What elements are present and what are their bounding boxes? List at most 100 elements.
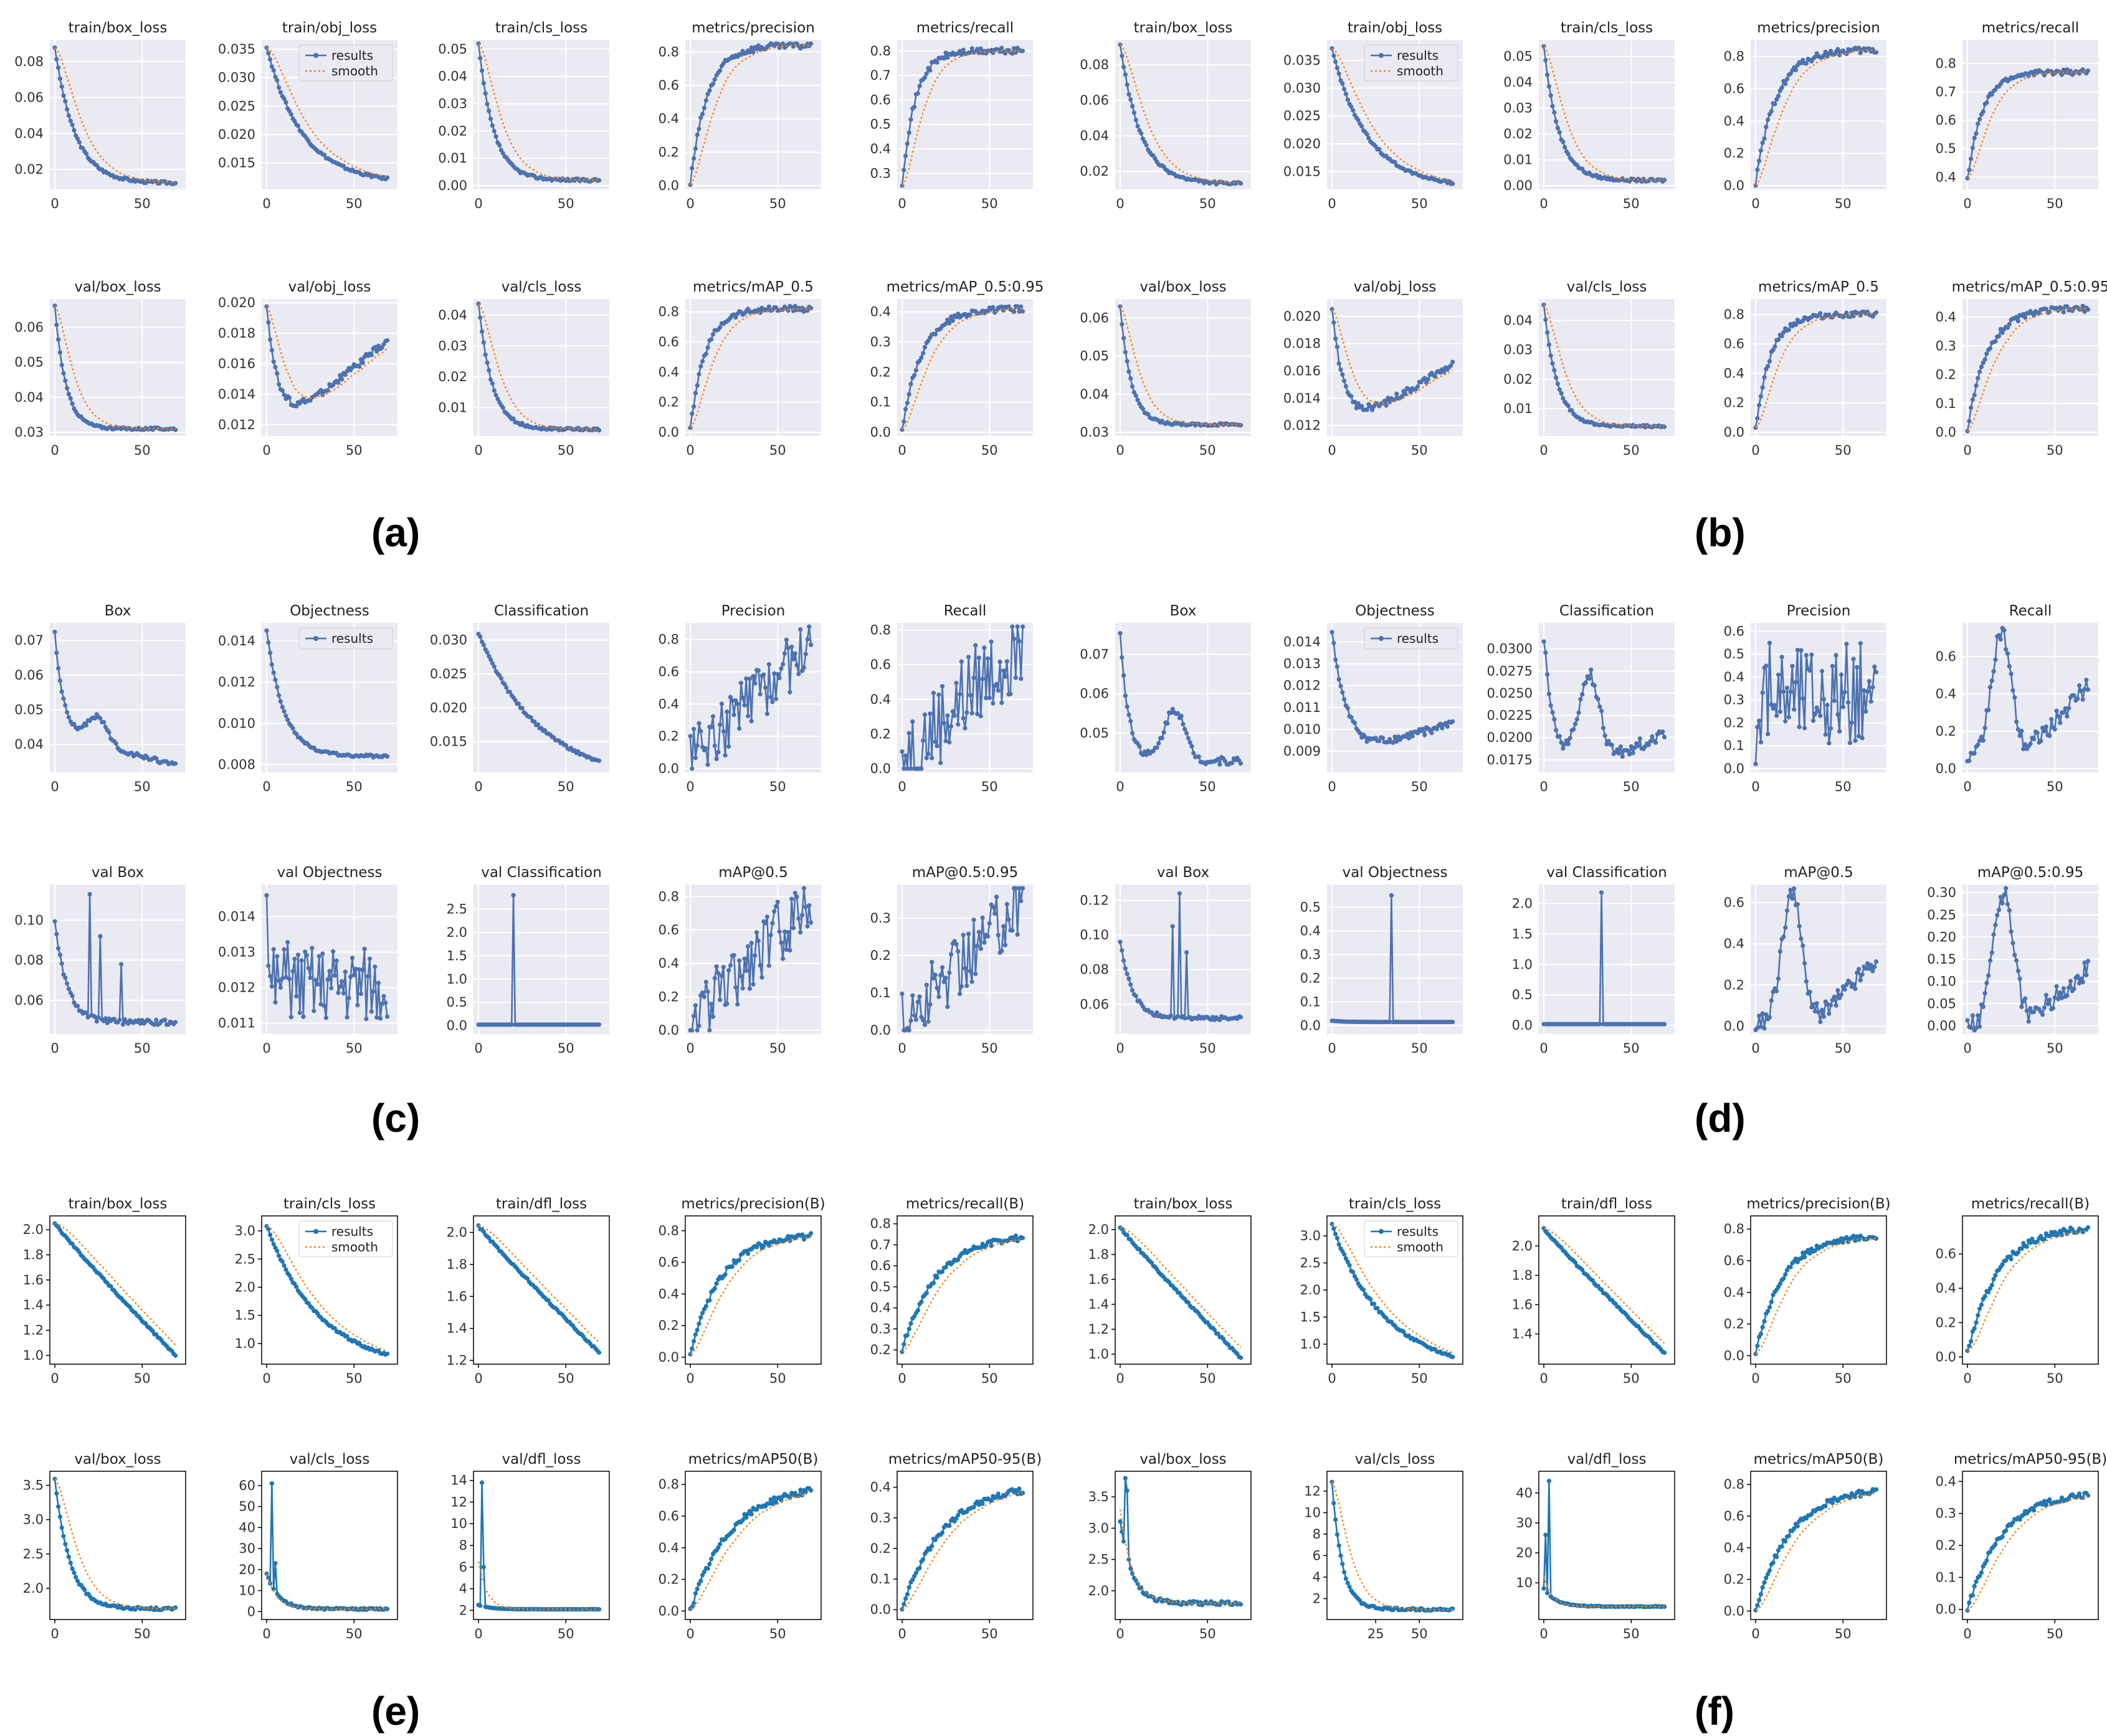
data-point [1123,966,1128,970]
data-point [277,382,281,386]
data-point [1766,732,1770,736]
y-tick-label: 0.0275 [1487,663,1533,678]
y-tick-label: 0.04 [14,126,44,141]
data-point [807,903,811,908]
data-point [1986,974,1990,978]
data-point [715,1281,719,1286]
data-point [726,744,731,749]
data-point [1767,1015,1772,1020]
data-point [1762,1026,1766,1030]
data-point [718,325,722,330]
data-point [709,1557,713,1561]
data-point [779,941,783,945]
data-point [971,676,976,680]
data-point [67,987,71,991]
data-point [1547,84,1551,88]
subplot-title: mAP@0.5 [1784,865,1853,881]
data-point [767,662,771,666]
data-point [1787,328,1791,332]
data-point [749,1512,754,1516]
data-point [478,635,482,639]
data-point [728,963,733,967]
data-point [1377,147,1381,151]
y-tick-label: 0.2 [659,1318,679,1333]
data-point [1662,735,1667,739]
y-tick-label: 0.08 [14,953,44,968]
data-point [1139,131,1143,136]
y-tick-label: 0.3 [1300,947,1321,962]
y-tick-label: 0.013 [218,945,255,960]
data-point [1382,399,1387,403]
y-tick-label: 0.025 [1283,108,1321,123]
y-tick-label: 0.04 [1080,128,1109,143]
data-point [805,924,809,929]
y-tick-label: 0.0 [1724,178,1744,193]
data-point [2086,1225,2090,1230]
data-point [1857,967,1861,971]
y-tick-label: 0.025 [430,666,467,681]
data-point [1811,719,1815,723]
data-point [1638,736,1642,741]
data-point [385,1015,389,1019]
data-point [1993,658,1997,662]
data-point [1156,741,1161,746]
data-point [1972,751,1977,756]
data-point [1650,734,1654,739]
data-point [968,693,973,697]
data-point [1971,397,1975,402]
data-point [761,1244,766,1248]
x-tick-label: 0 [262,1626,270,1641]
data-point [949,724,953,728]
data-point [371,989,376,994]
data-point [1559,391,1564,396]
subplot-title: train/cls_loss [1349,1196,1441,1212]
x-tick-label: 50 [1623,1371,1640,1386]
y-tick-label: 0.010 [218,716,255,731]
data-point [346,996,351,1000]
data-point [800,913,804,918]
data-point [2062,710,2066,714]
data-point [951,709,955,714]
y-tick-label: 0.0225 [1487,708,1533,723]
subplot-title: metrics/recall [1982,20,2079,36]
data-point [1619,744,1623,749]
y-tick-label: 0.05 [1503,49,1533,64]
data-point [277,85,281,90]
y-tick-label: 0.0 [1724,1018,1744,1033]
data-point [702,106,706,110]
data-point [483,91,488,95]
y-tick-label: 0.014 [1283,391,1321,406]
y-tick-label: 0.4 [1724,366,1744,381]
data-point [173,1020,178,1024]
data-point [912,373,916,377]
data-point [385,754,389,759]
data-point [1450,181,1455,186]
subplot-title: train/dfl_loss [1561,1196,1652,1212]
plot-area [262,299,397,436]
data-point [700,112,705,116]
data-point [744,969,748,973]
data-point [695,133,700,137]
data-point [1867,679,1872,683]
data-point [52,1477,57,1481]
data-point [809,1231,813,1235]
data-point [65,386,69,391]
data-point [2018,734,2022,738]
data-point [737,1258,741,1262]
data-point [1384,403,1388,407]
y-tick-label: 1.4 [1512,1327,1533,1342]
y-tick-label: 4 [459,1582,467,1596]
data-point [326,388,330,392]
y-tick-label: 6 [459,1560,467,1575]
data-point [69,1561,73,1565]
data-point [1015,624,1020,628]
y-tick-label: 0.0200 [1487,730,1533,745]
data-point [61,696,65,701]
data-point [1014,1233,1018,1238]
data-point [928,69,932,73]
data-point [1340,690,1344,695]
